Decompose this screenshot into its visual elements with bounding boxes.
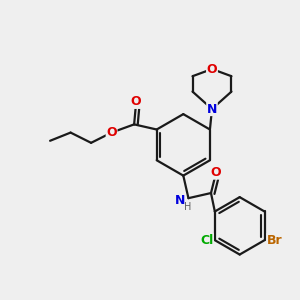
Text: H: H (184, 202, 191, 212)
Text: N: N (207, 103, 217, 116)
Text: Cl: Cl (200, 234, 213, 247)
Text: O: O (106, 126, 117, 139)
Text: Br: Br (267, 234, 283, 247)
Text: O: O (131, 95, 142, 108)
Text: O: O (207, 62, 217, 76)
Text: O: O (211, 166, 221, 179)
Text: N: N (175, 194, 185, 207)
